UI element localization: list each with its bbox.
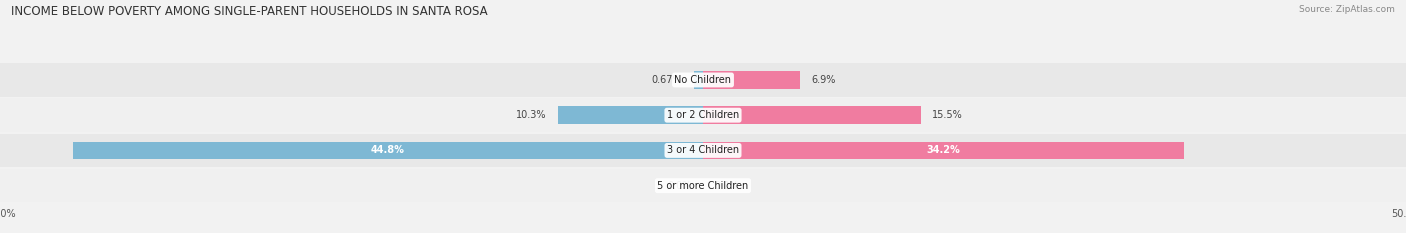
Text: 44.8%: 44.8% <box>371 145 405 155</box>
Text: 0.0%: 0.0% <box>714 181 738 191</box>
Bar <box>693 71 703 89</box>
Text: Source: ZipAtlas.com: Source: ZipAtlas.com <box>1299 5 1395 14</box>
Bar <box>0 99 1406 132</box>
Text: 6.9%: 6.9% <box>811 75 835 85</box>
Bar <box>703 142 1184 159</box>
Text: 3 or 4 Children: 3 or 4 Children <box>666 145 740 155</box>
Bar <box>558 106 703 124</box>
Bar <box>0 169 1406 202</box>
Text: 0.67%: 0.67% <box>652 75 682 85</box>
Text: 15.5%: 15.5% <box>932 110 963 120</box>
Bar <box>0 134 1406 167</box>
Text: 34.2%: 34.2% <box>927 145 960 155</box>
Bar <box>0 63 1406 97</box>
Text: INCOME BELOW POVERTY AMONG SINGLE-PARENT HOUSEHOLDS IN SANTA ROSA: INCOME BELOW POVERTY AMONG SINGLE-PARENT… <box>11 5 488 18</box>
Text: 5 or more Children: 5 or more Children <box>658 181 748 191</box>
Text: No Children: No Children <box>675 75 731 85</box>
Text: 0.0%: 0.0% <box>668 181 692 191</box>
Text: 1 or 2 Children: 1 or 2 Children <box>666 110 740 120</box>
Bar <box>73 142 703 159</box>
Text: 10.3%: 10.3% <box>516 110 547 120</box>
Bar <box>703 71 800 89</box>
Bar <box>703 106 921 124</box>
